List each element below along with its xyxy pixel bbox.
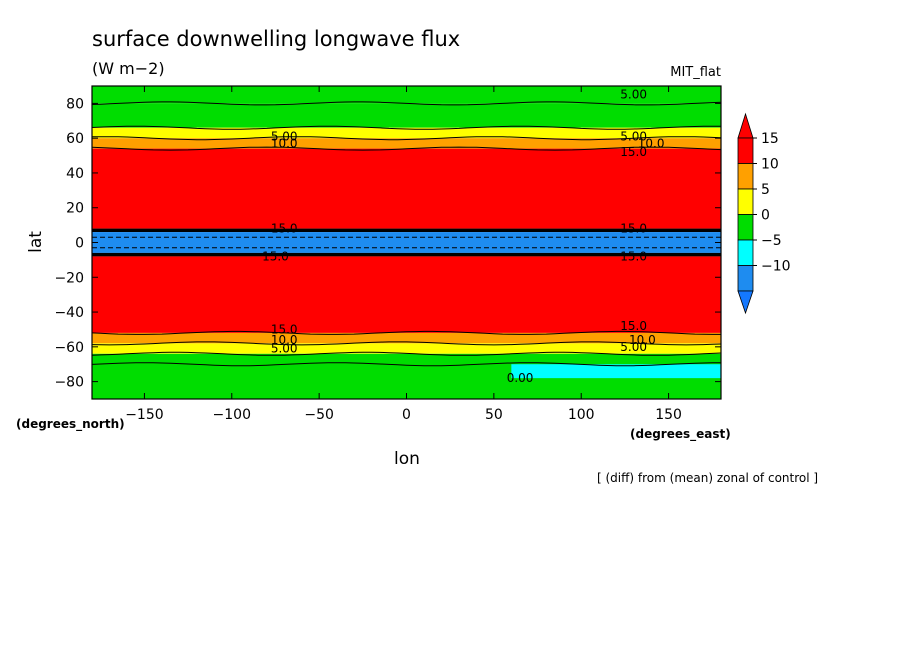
colorbar-label: 15	[761, 131, 779, 147]
contour-label-2: 10.0	[271, 136, 298, 150]
field-band-1	[92, 103, 721, 128]
contour-label-0: 5.00	[620, 88, 647, 102]
colorbar-segment-5	[737, 265, 754, 292]
colorbar-label: 0	[761, 208, 770, 224]
contour-line-5	[91, 341, 722, 346]
colorbar-label: −5	[761, 233, 782, 249]
chart-title: surface downwelling longwave flux	[92, 27, 460, 51]
y-tick-label: −40	[54, 305, 84, 321]
field-band-4	[92, 148, 721, 229]
x-tick-label: −100	[213, 407, 251, 423]
colorbar: 15 10 5 0 −5 −10	[737, 112, 791, 315]
colorbar-arrow-bottom	[737, 290, 754, 315]
contour-line-7	[91, 362, 722, 367]
colorbar-segment-1	[737, 163, 754, 190]
field-band-12	[511, 364, 721, 379]
colorbar-label: 10	[761, 157, 779, 173]
contour-line-2	[91, 136, 722, 141]
colorbar-arrow-top	[737, 112, 754, 139]
y-tick-label: 60	[66, 131, 84, 147]
contour-label-13: 15.0	[620, 319, 647, 333]
y-tick-label: −60	[54, 340, 84, 356]
contour-line-4	[91, 330, 721, 335]
contour-label-16: 0.00	[507, 371, 534, 385]
y-axis: −80 −60 −40 −20 0 20 40 60 80	[54, 96, 721, 391]
contour-label-6: 15.0	[271, 222, 298, 236]
contour-label-1: 5.00	[271, 129, 298, 143]
contour-line-6	[91, 351, 722, 356]
contour-label-3: 5.00	[620, 129, 647, 143]
contour-label-12: 5.00	[271, 342, 298, 356]
chart-subtitle: (W m−2)	[92, 59, 165, 78]
field-band-8	[92, 256, 721, 333]
colorbar-segment-3	[737, 214, 754, 241]
x-tick-label: 100	[568, 407, 595, 423]
y-tick-label: −20	[54, 270, 84, 286]
colorbar-segment-2	[737, 188, 754, 215]
contour-label-14: 10.0	[629, 333, 656, 347]
x-units-label: (degrees_east)	[630, 427, 731, 442]
field-band-10	[92, 343, 721, 354]
colorbar-segment-4	[737, 239, 754, 266]
contour-line-0	[91, 101, 722, 106]
y-tick-label: 80	[66, 96, 84, 112]
x-tick-label: −150	[125, 407, 163, 423]
x-axis: −150 −100 −50 0 50 100 150	[125, 86, 682, 423]
field-band-6	[92, 232, 721, 253]
field-band-3	[92, 138, 721, 149]
colorbar-label: 5	[761, 182, 770, 198]
contour-line-3	[91, 146, 722, 151]
contour-label-15: 5.00	[620, 340, 647, 354]
x-tick-label: 0	[402, 407, 411, 423]
x-tick-label: −50	[304, 407, 334, 423]
field-band-2	[92, 127, 721, 139]
colorbar-segment-0	[737, 137, 754, 164]
plot-area	[91, 86, 722, 399]
contour-label-4: 10.0	[638, 136, 665, 150]
x-tick-label: 150	[655, 407, 682, 423]
colorbar-label: −10	[761, 259, 791, 275]
x-tick-label: 50	[485, 407, 503, 423]
field-band-0	[92, 86, 721, 104]
model-label: MIT_flat	[670, 65, 721, 80]
x-axis-label: lon	[394, 449, 420, 469]
y-tick-label: 20	[66, 201, 84, 217]
contour-line-1	[91, 125, 722, 130]
contour-label-9: 15.0	[620, 249, 647, 263]
field-band-5	[92, 228, 721, 233]
field-band-9	[92, 332, 721, 344]
y-tick-label: 0	[75, 236, 84, 252]
footnote: [ (diff) from (mean) zonal of control ]	[597, 471, 818, 485]
contour-label-5: 15.0	[620, 145, 647, 159]
contour-label-8: 15.0	[262, 249, 289, 263]
contour-label-11: 10.0	[271, 333, 298, 347]
contour-label-7: 15.0	[620, 222, 647, 236]
contour-label-10: 15.0	[271, 322, 298, 336]
y-units-label: (degrees_north)	[16, 417, 125, 432]
y-tick-label: −80	[54, 375, 84, 391]
field-band-7	[92, 252, 721, 257]
y-axis-label: lat	[26, 231, 46, 253]
y-tick-label: 40	[66, 166, 84, 182]
